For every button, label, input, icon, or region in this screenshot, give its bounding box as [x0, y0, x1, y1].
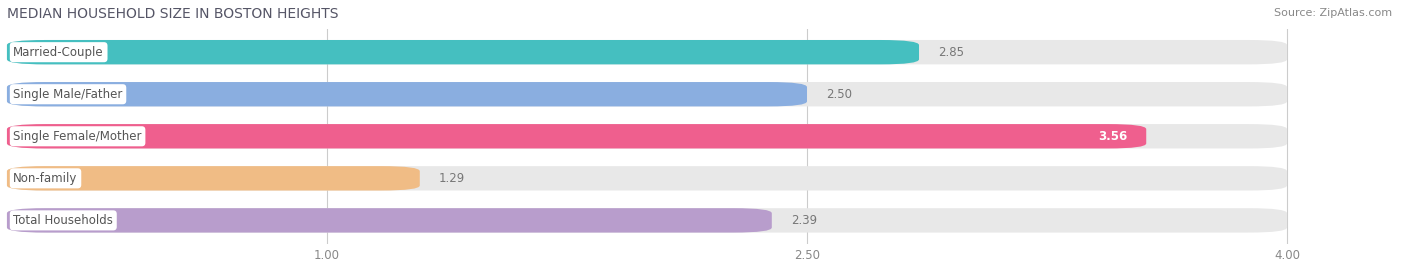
FancyBboxPatch shape	[7, 82, 807, 107]
FancyBboxPatch shape	[7, 208, 1286, 233]
Text: Total Households: Total Households	[13, 214, 114, 227]
Text: 2.85: 2.85	[938, 46, 965, 59]
Text: Source: ZipAtlas.com: Source: ZipAtlas.com	[1274, 8, 1392, 18]
FancyBboxPatch shape	[7, 166, 1286, 190]
Text: MEDIAN HOUSEHOLD SIZE IN BOSTON HEIGHTS: MEDIAN HOUSEHOLD SIZE IN BOSTON HEIGHTS	[7, 7, 339, 21]
FancyBboxPatch shape	[7, 124, 1286, 148]
FancyBboxPatch shape	[7, 166, 420, 190]
FancyBboxPatch shape	[7, 40, 1286, 64]
FancyBboxPatch shape	[7, 124, 1146, 148]
FancyBboxPatch shape	[7, 82, 1286, 107]
Text: 3.56: 3.56	[1098, 130, 1128, 143]
Text: Non-family: Non-family	[13, 172, 77, 185]
Text: 1.29: 1.29	[439, 172, 465, 185]
Text: Single Female/Mother: Single Female/Mother	[13, 130, 142, 143]
Text: Single Male/Father: Single Male/Father	[13, 88, 122, 101]
Text: 2.39: 2.39	[792, 214, 817, 227]
Text: 2.50: 2.50	[827, 88, 852, 101]
FancyBboxPatch shape	[7, 208, 772, 233]
FancyBboxPatch shape	[7, 40, 920, 64]
Text: Married-Couple: Married-Couple	[13, 46, 104, 59]
